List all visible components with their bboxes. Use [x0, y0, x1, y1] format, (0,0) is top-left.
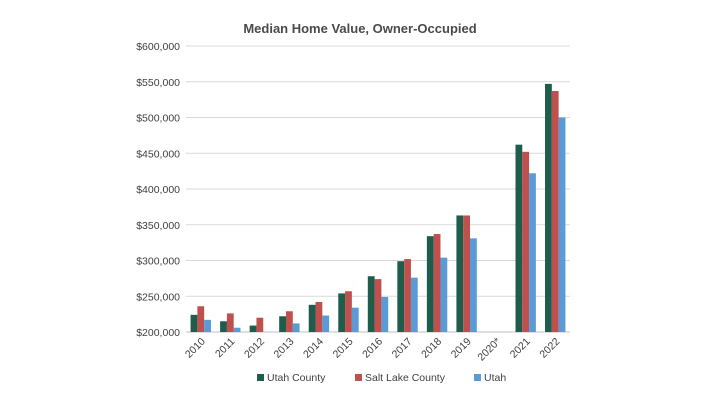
- bar: [256, 317, 264, 332]
- x-tick-label: 2013: [272, 336, 297, 361]
- bar: [285, 311, 293, 332]
- y-tick-label: $200,000: [136, 327, 180, 339]
- y-tick-label: $550,000: [136, 77, 180, 89]
- bar: [351, 307, 359, 332]
- legend-swatch: [474, 374, 481, 381]
- bar: [433, 234, 441, 332]
- bar: [397, 261, 405, 332]
- bar: [292, 323, 300, 332]
- legend-label: Salt Lake County: [365, 372, 446, 384]
- bar: [529, 173, 536, 332]
- x-tick-label: 2021: [508, 336, 533, 361]
- x-tick-label: 2018: [419, 336, 444, 361]
- legend: Utah County Salt Lake County Utah: [257, 372, 506, 384]
- x-axis: 2010 2011 2012 2013 2014 2015 2016 2017 2018 2019…: [183, 336, 563, 364]
- bar: [463, 215, 471, 332]
- legend-label: Utah County: [267, 372, 326, 384]
- bars: [190, 83, 566, 333]
- x-tick-label: 2011: [213, 336, 238, 361]
- bar: [226, 313, 234, 332]
- bar: [220, 321, 227, 332]
- legend-swatch: [257, 374, 264, 381]
- x-tick-label: 2010: [183, 336, 208, 361]
- bar: [470, 238, 477, 332]
- bar: [308, 304, 316, 332]
- x-tick-label: 2020*: [475, 336, 503, 364]
- bar: [197, 306, 205, 332]
- bar: [515, 144, 523, 332]
- x-tick-label: 2014: [301, 336, 326, 361]
- bar: [367, 276, 375, 332]
- y-tick-label: $500,000: [136, 113, 180, 125]
- bar: [279, 316, 286, 332]
- gridlines: [186, 45, 570, 333]
- bar: [545, 83, 552, 333]
- bar: [322, 315, 330, 332]
- legend-label: Utah: [484, 372, 506, 384]
- bar: [440, 257, 448, 332]
- bar: [426, 236, 434, 332]
- bar: [249, 325, 257, 332]
- x-tick-label: 2022: [537, 336, 562, 361]
- bar: [381, 296, 389, 332]
- bar: [233, 327, 241, 332]
- x-tick-label: 2019: [449, 336, 474, 361]
- bar: [190, 314, 198, 332]
- y-tick-label: $600,000: [136, 41, 180, 53]
- x-tick-label: 2016: [360, 336, 385, 361]
- bar: [410, 277, 418, 332]
- y-tick-label: $350,000: [136, 220, 180, 232]
- bar: [338, 293, 346, 332]
- bar: [404, 259, 411, 332]
- y-tick-label: $400,000: [136, 184, 180, 196]
- bar: [456, 215, 464, 332]
- bar: [522, 151, 530, 332]
- x-tick-label: 2015: [331, 336, 356, 361]
- y-axis: $200,000 $250,000 $300,000 $350,000 $400,000…: [136, 41, 180, 339]
- bar: [374, 279, 382, 332]
- bar: [315, 301, 323, 332]
- bar: [204, 319, 211, 332]
- bar: [551, 91, 559, 332]
- x-tick-label: 2012: [242, 336, 267, 361]
- y-tick-label: $300,000: [136, 256, 180, 268]
- x-tick-label: 2017: [390, 336, 415, 361]
- chart-title: Median Home Value, Owner-Occupied: [243, 21, 476, 36]
- y-tick-label: $450,000: [136, 148, 180, 160]
- legend-swatch: [355, 374, 362, 381]
- bar: [558, 117, 566, 332]
- bar: [345, 291, 352, 332]
- y-tick-label: $250,000: [136, 291, 180, 303]
